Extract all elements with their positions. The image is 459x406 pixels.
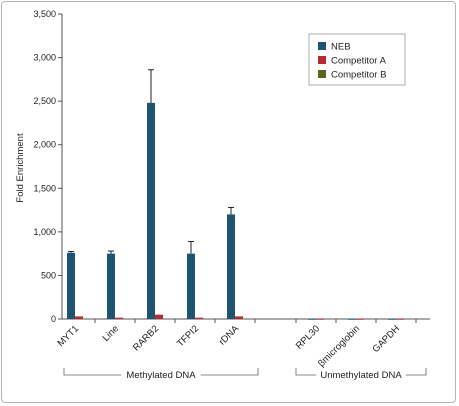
bar-competitor-a <box>195 317 203 319</box>
bar-competitor-a <box>75 316 83 319</box>
bar-neb <box>147 102 155 319</box>
x-tick-label: MYT1 <box>55 323 81 349</box>
legend-label: Competitor B <box>331 70 386 81</box>
x-tick-label: GAPDH <box>370 323 402 355</box>
group-bracket-left <box>295 368 317 376</box>
bar-competitor-a <box>396 318 404 320</box>
legend: NEB Competitor A Competitor B <box>308 33 406 86</box>
bar-neb <box>227 214 235 319</box>
bars <box>67 69 404 320</box>
group-brackets: Methylated DNA Unmethylated DNA <box>63 368 427 381</box>
group-label: Methylated DNA <box>126 370 196 381</box>
y-tick-label: 3,000 <box>33 53 56 63</box>
y-tick-label: 0 <box>51 314 56 324</box>
bar-neb <box>348 318 356 320</box>
group-bracket-left <box>63 368 122 376</box>
x-tick-label: RPL30 <box>294 323 322 351</box>
bar-competitor-a <box>115 317 123 319</box>
axes: 0 500 1,000 1,500 2,000 2,500 3,000 3,500 <box>33 9 430 324</box>
legend-label: Competitor A <box>331 56 387 67</box>
legend-swatch <box>318 42 326 50</box>
bar-competitor-a <box>235 316 243 319</box>
group-label: Unmethylated DNA <box>320 370 402 381</box>
x-tick-label: Line <box>101 323 121 343</box>
x-tick-label: rDNA <box>217 323 242 348</box>
group-bracket-right <box>405 368 427 376</box>
legend-swatch <box>318 70 326 78</box>
x-tick-label: βmicroglobin <box>316 323 362 369</box>
y-tick-label: 1,500 <box>33 183 56 193</box>
bar-neb <box>308 318 316 320</box>
bar-neb <box>388 318 396 320</box>
group-bracket-right <box>200 368 259 376</box>
bar-competitor-a <box>356 318 364 320</box>
y-axis-label: Fold Enrichment <box>15 133 26 203</box>
y-tick-label: 3,500 <box>33 9 56 19</box>
bar-neb <box>107 253 115 319</box>
y-tick-label: 500 <box>41 270 56 280</box>
y-tick-label: 2,500 <box>33 96 56 106</box>
x-tick-label: RARB2 <box>131 323 161 353</box>
bar-neb <box>187 253 195 319</box>
legend-swatch <box>318 56 326 64</box>
y-tick-label: 2,000 <box>33 140 56 150</box>
bar-neb <box>67 252 75 319</box>
bar-competitor-a <box>155 314 163 319</box>
legend-label: NEB <box>331 42 351 53</box>
y-tick-label: 1,000 <box>33 227 56 237</box>
bar-competitor-a <box>316 318 324 320</box>
x-tick-label: TFPI2 <box>175 323 201 349</box>
